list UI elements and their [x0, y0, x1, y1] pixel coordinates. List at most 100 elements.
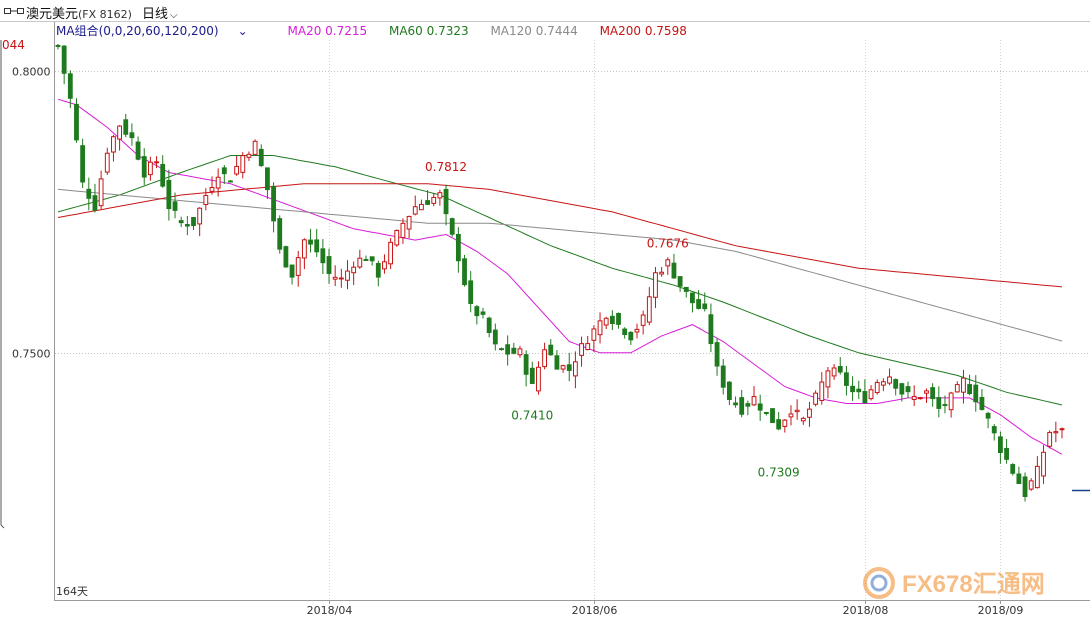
- ma-group-label: MA组合(0,0,20,60,120,200): [56, 24, 219, 38]
- candle: [1034, 456, 1040, 489]
- chart-grid: [55, 40, 1090, 600]
- candle: [184, 215, 190, 236]
- candle: [505, 335, 511, 366]
- price-annotation: 0.7410: [511, 409, 553, 423]
- candle: [406, 215, 412, 239]
- candle: [474, 305, 480, 325]
- x-tick-label: 2018/09: [978, 604, 1024, 617]
- candle: [301, 238, 307, 270]
- ma200-legend: MA200 0.7598: [599, 24, 687, 38]
- chart-type-icon[interactable]: [4, 6, 24, 16]
- chevron-down-icon[interactable]: ⌄: [237, 24, 248, 38]
- candle: [92, 183, 98, 213]
- candle: [653, 267, 658, 309]
- candle: [55, 44, 61, 50]
- candle: [1059, 427, 1065, 439]
- candle: [776, 412, 782, 431]
- candle: [788, 405, 794, 426]
- candle: [683, 286, 689, 298]
- candle: [714, 337, 720, 376]
- candle: [591, 325, 597, 353]
- candle: [973, 375, 979, 412]
- candle: [191, 217, 196, 231]
- candle: [991, 424, 997, 441]
- candle: [819, 372, 825, 405]
- candle: [536, 361, 541, 395]
- candle: [511, 342, 517, 355]
- candle: [1022, 472, 1028, 502]
- candle: [351, 261, 357, 285]
- candle: [449, 217, 455, 237]
- candle: [1004, 438, 1009, 464]
- candle: [942, 395, 948, 414]
- candle: [320, 239, 326, 275]
- candle: [985, 411, 991, 429]
- candle: [825, 366, 831, 399]
- candle: [338, 268, 344, 288]
- candle: [246, 151, 252, 162]
- candle: [831, 364, 837, 380]
- candle: [147, 156, 153, 181]
- candle: [930, 383, 936, 407]
- candle: [80, 138, 86, 189]
- candle: [123, 113, 129, 138]
- candle: [893, 378, 899, 396]
- candle: [880, 378, 886, 392]
- candle: [412, 195, 418, 216]
- symbol-code: (FX 8162): [78, 8, 132, 21]
- candle: [394, 229, 400, 247]
- candlesticks: [55, 44, 1065, 502]
- candle: [61, 45, 67, 85]
- candle: [166, 169, 172, 221]
- watermark-logo: FX678汇通网: [863, 567, 1045, 599]
- chevron-down-icon[interactable]: ⌵: [169, 10, 178, 21]
- candle: [837, 357, 843, 375]
- candle: [523, 350, 529, 387]
- candle: [603, 316, 609, 330]
- candle: [221, 165, 227, 184]
- candle: [499, 347, 504, 351]
- candle: [178, 216, 184, 228]
- candle: [665, 257, 671, 275]
- candle: [905, 381, 911, 398]
- symbol-selector[interactable]: 澳元美元(FX 8162) 日线 ⌵: [26, 3, 178, 22]
- x-tick-label: 2018/04: [307, 604, 353, 617]
- candle: [770, 408, 775, 424]
- candle: [129, 123, 135, 146]
- candle: [609, 310, 615, 331]
- candle: [443, 184, 449, 226]
- ma200-line: [57, 183, 1063, 288]
- candle: [271, 182, 276, 233]
- candle: [634, 323, 640, 339]
- price-annotation: 0.7309: [758, 465, 800, 479]
- candle: [104, 147, 110, 175]
- candle: [856, 380, 862, 400]
- candle: [640, 310, 646, 335]
- period-selector[interactable]: 日线: [141, 7, 168, 22]
- candle: [708, 303, 714, 353]
- candle: [597, 312, 603, 344]
- candle: [209, 176, 215, 195]
- candle: [1047, 430, 1053, 449]
- candle: [566, 352, 572, 382]
- candle: [345, 260, 350, 290]
- candle: [560, 364, 566, 373]
- candle: [763, 411, 769, 416]
- watermark-text: FX678汇通网: [902, 571, 1045, 598]
- candle: [375, 260, 381, 287]
- ma60-legend: MA60 0.7323: [388, 24, 469, 38]
- candle: [850, 376, 855, 401]
- candle: [529, 361, 535, 385]
- candle: [961, 369, 966, 404]
- candle: [357, 249, 363, 270]
- candle: [98, 170, 104, 210]
- candle: [117, 125, 123, 151]
- ma-group-selector[interactable]: MA组合(0,0,20,60,120,200) ⌄: [56, 24, 266, 38]
- candle: [702, 292, 708, 312]
- candle: [659, 267, 665, 277]
- candle: [726, 381, 732, 406]
- candle: [431, 193, 437, 207]
- candle: [936, 386, 942, 418]
